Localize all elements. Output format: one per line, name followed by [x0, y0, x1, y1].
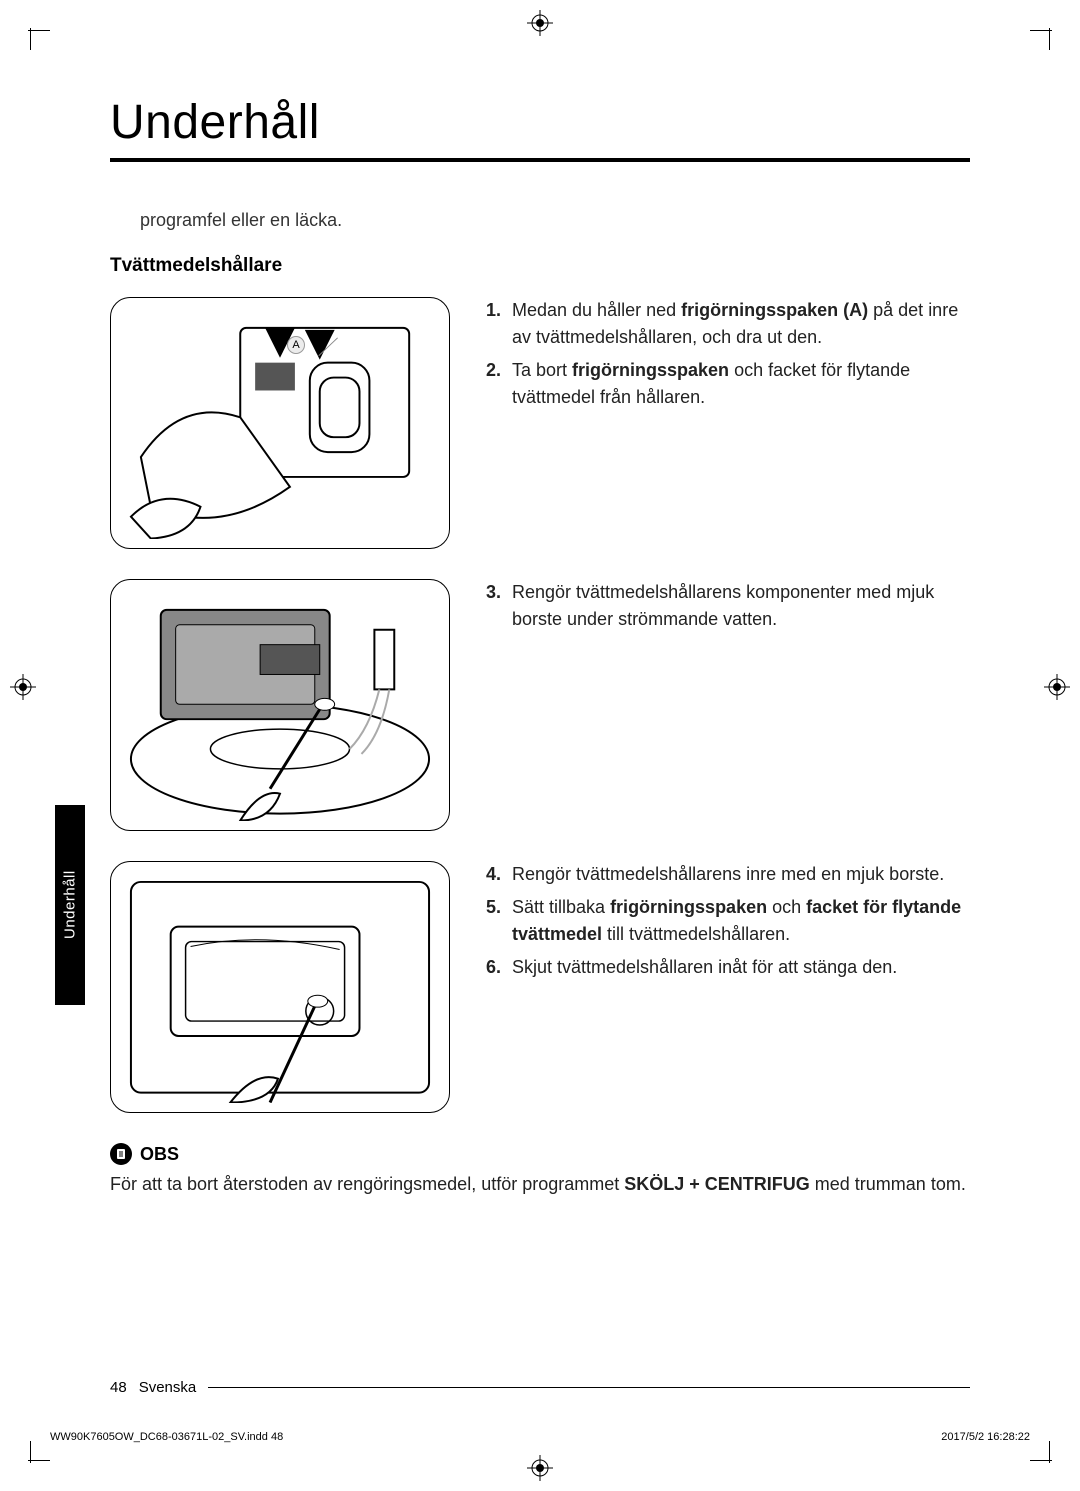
note-label: OBS: [140, 1144, 179, 1165]
step-number: 2.: [486, 357, 512, 411]
text-bold: frigörningsspaken: [610, 897, 767, 917]
step-text: Sätt tillbaka frigörningsspaken och fack…: [512, 894, 970, 948]
side-tab: Underhåll: [55, 805, 85, 1005]
step-text: Ta bort frigörningsspaken och facket för…: [512, 357, 970, 411]
instruction-row: 3. Rengör tvättmedelshållarens komponent…: [110, 579, 970, 831]
figure-clean-inside: [110, 861, 450, 1113]
instruction-row: 4. Rengör tvättmedelshållarens inre med …: [110, 861, 970, 1113]
page-content: Underhåll Underhåll programfel eller en …: [110, 95, 970, 1396]
step-number: 5.: [486, 894, 512, 948]
figure-clean-components: [110, 579, 450, 831]
step-text: Rengör tvättmedelshållarens inre med en …: [512, 861, 970, 888]
step-number: 4.: [486, 861, 512, 888]
page-number: 48: [110, 1379, 127, 1396]
registration-mark-icon: [1044, 674, 1070, 700]
crop-mark: [28, 30, 50, 31]
text-run: Ta bort: [512, 360, 572, 380]
registration-mark-icon: [527, 10, 553, 36]
crop-mark: [30, 1441, 31, 1463]
note-heading: OBS: [110, 1143, 970, 1165]
steps-list: 3. Rengör tvättmedelshållarens komponent…: [486, 579, 970, 831]
crop-mark: [1049, 1441, 1050, 1463]
registration-mark-icon: [527, 1455, 553, 1481]
crop-mark: [30, 28, 31, 50]
illustration-icon: [121, 308, 439, 539]
illustration-icon: [121, 590, 439, 821]
callout-label: A: [287, 336, 305, 354]
step-item: 5. Sätt tillbaka frigörningsspaken och f…: [486, 894, 970, 948]
figure-drawer-remove: A: [110, 297, 450, 549]
step-text: Rengör tvättmedelshållarens komponenter …: [512, 579, 970, 633]
text-run: För att ta bort återstoden av rengörings…: [110, 1174, 624, 1194]
intro-text: programfel eller en läcka.: [140, 210, 970, 231]
text-run: Medan du håller ned: [512, 300, 681, 320]
registration-mark-icon: [10, 674, 36, 700]
text-bold: frigörningsspaken (A): [681, 300, 868, 320]
note-block: OBS För att ta bort återstoden av rengör…: [110, 1143, 970, 1198]
print-file: WW90K7605OW_DC68-03671L-02_SV.indd 48: [50, 1431, 283, 1443]
step-number: 1.: [486, 297, 512, 351]
text-run: med trumman tom.: [810, 1174, 966, 1194]
step-item: 6. Skjut tvättmedelshållaren inåt för at…: [486, 954, 970, 981]
step-text: Skjut tvättmedelshållaren inåt för att s…: [512, 954, 970, 981]
print-timestamp: 2017/5/2 16:28:22: [941, 1431, 1030, 1443]
illustration-icon: [121, 872, 439, 1103]
text-run: och: [767, 897, 806, 917]
step-number: 6.: [486, 954, 512, 981]
print-metadata: WW90K7605OW_DC68-03671L-02_SV.indd 48 20…: [50, 1431, 1030, 1443]
step-number: 3.: [486, 579, 512, 633]
instruction-row: A 1. Medan du håller ned frigörningsspak…: [110, 297, 970, 549]
divider: [208, 1387, 970, 1388]
page-footer: 48 Svenska: [110, 1379, 970, 1396]
step-item: 1. Medan du håller ned frigörningsspaken…: [486, 297, 970, 351]
note-icon: [110, 1143, 132, 1165]
text-bold: frigörningsspaken: [572, 360, 729, 380]
note-text: För att ta bort återstoden av rengörings…: [110, 1171, 970, 1198]
step-item: 4. Rengör tvättmedelshållarens inre med …: [486, 861, 970, 888]
page-title: Underhåll: [110, 95, 970, 162]
step-item: 3. Rengör tvättmedelshållarens komponent…: [486, 579, 970, 633]
footer-language: Svenska: [139, 1379, 197, 1396]
text-run: till tvättmedelshållaren.: [602, 924, 790, 944]
section-heading: Tvättmedelshållare: [110, 255, 970, 277]
text-bold: SKÖLJ + CENTRIFUG: [624, 1174, 810, 1194]
crop-mark: [1049, 28, 1050, 50]
step-text: Medan du håller ned frigörningsspaken (A…: [512, 297, 970, 351]
step-item: 2. Ta bort frigörningsspaken och facket …: [486, 357, 970, 411]
crop-mark: [28, 1460, 50, 1461]
steps-list: 1. Medan du håller ned frigörningsspaken…: [486, 297, 970, 549]
steps-list: 4. Rengör tvättmedelshållarens inre med …: [486, 861, 970, 1113]
text-run: Sätt tillbaka: [512, 897, 610, 917]
